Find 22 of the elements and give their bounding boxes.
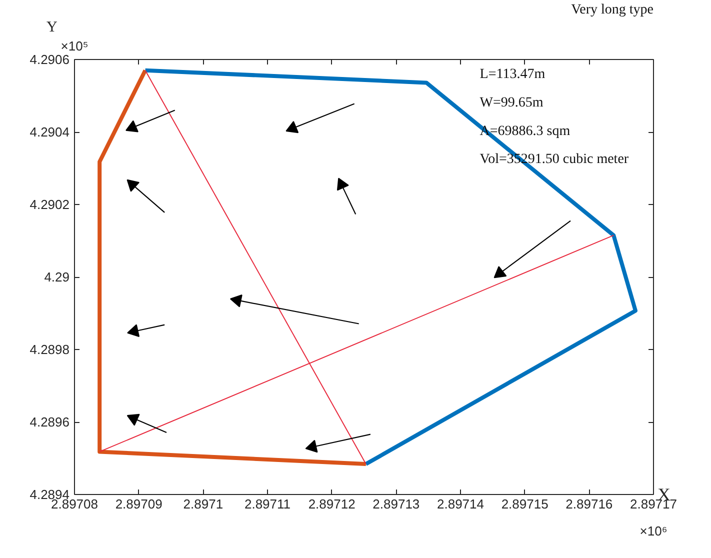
line-series bbox=[143, 68, 638, 466]
y-axis-title: Y bbox=[46, 20, 58, 36]
y-tick-label: 4.2898 bbox=[30, 342, 70, 357]
annotation: W=99.65m bbox=[480, 96, 544, 110]
text: Very long type bbox=[571, 2, 654, 18]
x-tick-label: 2.89716 bbox=[566, 496, 613, 512]
x-tick-label: 2.89709 bbox=[115, 496, 162, 512]
x-tick-label: 2.89714 bbox=[437, 496, 484, 512]
x-tick-label: 2.89711 bbox=[244, 496, 291, 512]
y-tick-label: 4.2904 bbox=[30, 124, 70, 140]
y-tick-label: 4.29 bbox=[44, 270, 70, 284]
text: ×10⁵ bbox=[60, 38, 88, 54]
line-series bbox=[98, 68, 368, 466]
y-tick-label: 4.2906 bbox=[30, 52, 70, 67]
y-tick-label: 4.2896 bbox=[30, 414, 70, 430]
x-tick-label: 2.89715 bbox=[501, 496, 548, 512]
y-tick-label: 4.2902 bbox=[30, 197, 70, 212]
annotation: L=113.47m bbox=[480, 67, 546, 82]
x-tick-label: 2.8971 bbox=[183, 496, 224, 512]
x-tick-label: 2.89712 bbox=[308, 496, 356, 512]
text: ×10⁶ bbox=[640, 524, 668, 538]
x-tick-label: 2.89713 bbox=[372, 496, 420, 512]
